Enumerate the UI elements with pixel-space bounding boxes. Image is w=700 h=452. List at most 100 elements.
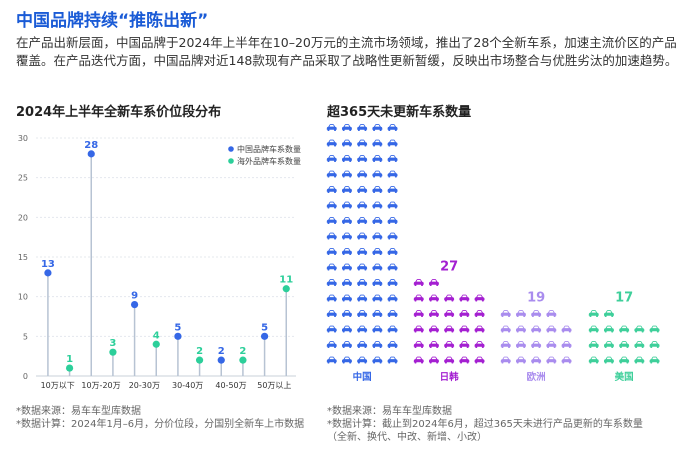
y-tick-label: 10 bbox=[18, 293, 28, 302]
car-icon bbox=[387, 325, 398, 333]
car-icon bbox=[429, 294, 439, 302]
x-tick-label: 40-50万 bbox=[215, 381, 246, 390]
car-icon bbox=[372, 124, 383, 132]
car-icon bbox=[342, 139, 352, 147]
car-icon bbox=[342, 186, 352, 194]
car-icon bbox=[531, 325, 542, 333]
legend-label: 中国品牌车系数量 bbox=[237, 144, 301, 154]
car-icon bbox=[500, 310, 511, 318]
car-icon bbox=[372, 248, 383, 256]
car-icon bbox=[546, 325, 557, 333]
car-icon bbox=[429, 310, 439, 318]
car-icon bbox=[326, 325, 337, 333]
car-icon bbox=[474, 356, 485, 364]
car-icon bbox=[459, 325, 470, 333]
car-icon bbox=[474, 325, 485, 333]
x-tick-label: 50万以上 bbox=[257, 381, 291, 390]
car-icon bbox=[413, 356, 424, 364]
car-icon bbox=[604, 356, 614, 364]
car-icon bbox=[342, 341, 352, 349]
car-icon bbox=[588, 341, 599, 349]
car-icon bbox=[372, 186, 383, 194]
car-icon bbox=[372, 294, 383, 302]
car-icon bbox=[326, 124, 337, 132]
car-icon bbox=[459, 356, 470, 364]
car-icon bbox=[413, 279, 424, 287]
car-icon bbox=[342, 124, 352, 132]
car-icon bbox=[372, 325, 383, 333]
data-point bbox=[174, 332, 182, 340]
car-icon bbox=[634, 325, 645, 333]
car-icon bbox=[474, 294, 485, 302]
page-title: 中国品牌持续“推陈出新” bbox=[16, 11, 209, 31]
car-icon bbox=[531, 310, 542, 318]
y-tick-label: 30 bbox=[18, 134, 28, 143]
data-point bbox=[87, 150, 95, 158]
x-tick-label: 10万以下 bbox=[41, 381, 75, 390]
car-icon bbox=[387, 310, 398, 318]
car-icon bbox=[444, 325, 455, 333]
count-label: 17 bbox=[615, 291, 633, 306]
car-icon bbox=[516, 356, 526, 364]
data-label: 1 bbox=[66, 354, 73, 365]
car-icon bbox=[372, 310, 383, 318]
car-icon bbox=[387, 186, 398, 194]
car-icon bbox=[342, 279, 352, 287]
car-icon bbox=[429, 356, 439, 364]
car-icon bbox=[326, 279, 337, 287]
outdated-models-chart: 148中国27日韩19欧洲17美国 bbox=[326, 124, 660, 383]
car-icon bbox=[326, 356, 337, 364]
car-icon bbox=[357, 263, 368, 271]
car-icon bbox=[342, 232, 352, 240]
car-icon bbox=[413, 325, 424, 333]
car-icon bbox=[387, 248, 398, 256]
car-icon bbox=[372, 279, 383, 287]
car-icon bbox=[474, 341, 485, 349]
car-icon bbox=[326, 263, 337, 271]
data-point bbox=[152, 340, 160, 348]
car-icon bbox=[326, 341, 337, 349]
car-icon bbox=[413, 341, 424, 349]
region-label: 美国 bbox=[614, 371, 634, 383]
car-icon bbox=[342, 201, 352, 209]
car-icon bbox=[326, 217, 337, 225]
data-point bbox=[217, 356, 225, 364]
y-tick-label: 20 bbox=[18, 213, 28, 222]
car-icon bbox=[372, 201, 383, 209]
car-icon bbox=[372, 155, 383, 163]
data-label: 5 bbox=[261, 322, 268, 333]
car-icon bbox=[326, 310, 337, 318]
region-label: 欧洲 bbox=[527, 371, 546, 383]
car-icon bbox=[561, 341, 572, 349]
region-label: 中国 bbox=[353, 371, 372, 383]
car-icon bbox=[357, 186, 368, 194]
data-point bbox=[260, 332, 269, 340]
car-icon bbox=[357, 294, 368, 302]
car-icon bbox=[413, 310, 424, 318]
car-icon bbox=[357, 217, 368, 225]
car-icon bbox=[561, 356, 572, 364]
right-calc-note: *数据计算：截止到2024年6月，超过365天未进行产品更新的车系数量 bbox=[327, 419, 643, 430]
data-point bbox=[195, 356, 204, 364]
car-icon bbox=[561, 325, 572, 333]
car-icon bbox=[459, 341, 470, 349]
car-icon bbox=[372, 217, 383, 225]
data-label: 11 bbox=[279, 275, 293, 286]
data-label: 13 bbox=[41, 259, 55, 270]
car-icon bbox=[500, 341, 511, 349]
car-icon bbox=[357, 201, 368, 209]
car-icon bbox=[444, 294, 455, 302]
car-icon bbox=[387, 217, 398, 225]
right-chart-title: 超365天未更新车系数量 bbox=[327, 105, 472, 120]
data-point bbox=[282, 285, 290, 293]
car-icon bbox=[649, 325, 660, 333]
car-icon bbox=[546, 356, 557, 364]
car-icon bbox=[387, 279, 398, 287]
data-point bbox=[65, 364, 74, 372]
car-icon bbox=[429, 325, 439, 333]
car-icon bbox=[649, 356, 660, 364]
car-icon bbox=[372, 341, 383, 349]
car-icon bbox=[372, 170, 383, 178]
car-icon bbox=[546, 310, 557, 318]
car-icon bbox=[604, 310, 614, 318]
